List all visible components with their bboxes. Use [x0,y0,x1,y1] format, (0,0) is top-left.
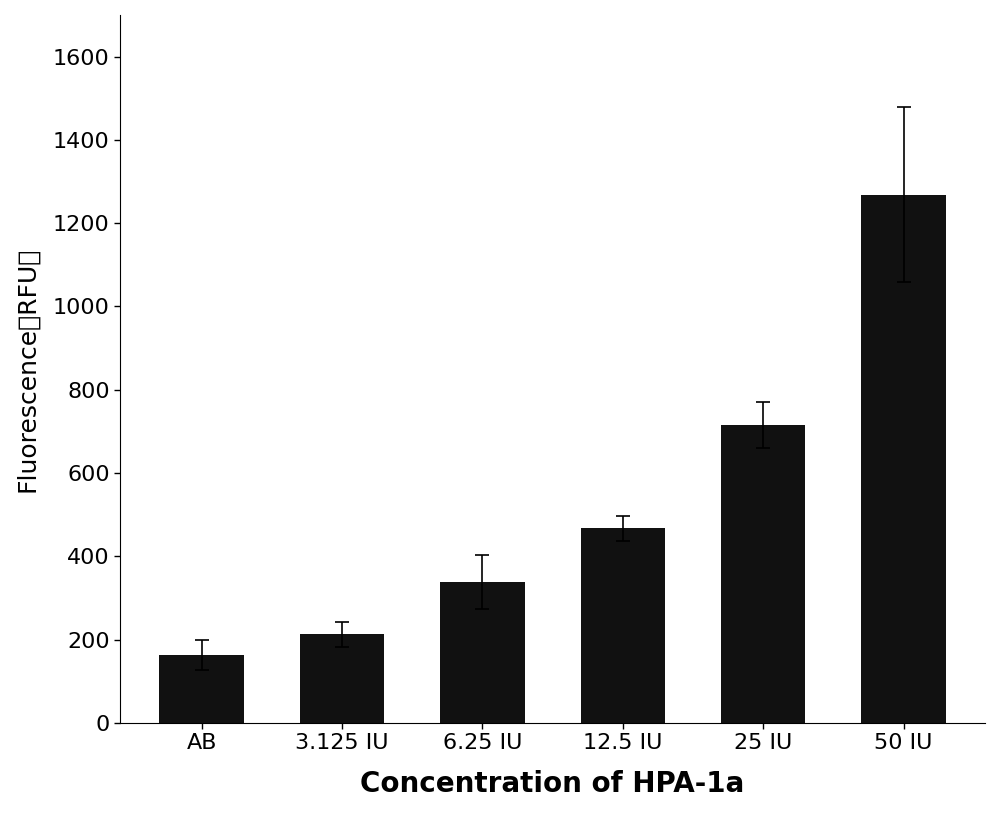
Bar [440,582,525,723]
Bar [581,528,665,723]
Y-axis label: Fluorescence（RFU）: Fluorescence（RFU） [15,246,39,492]
Bar [300,634,384,723]
Bar [159,655,244,723]
Bar [721,425,805,723]
Bar [861,195,946,723]
X-axis label: Concentration of HPA-1a: Concentration of HPA-1a [360,770,745,798]
